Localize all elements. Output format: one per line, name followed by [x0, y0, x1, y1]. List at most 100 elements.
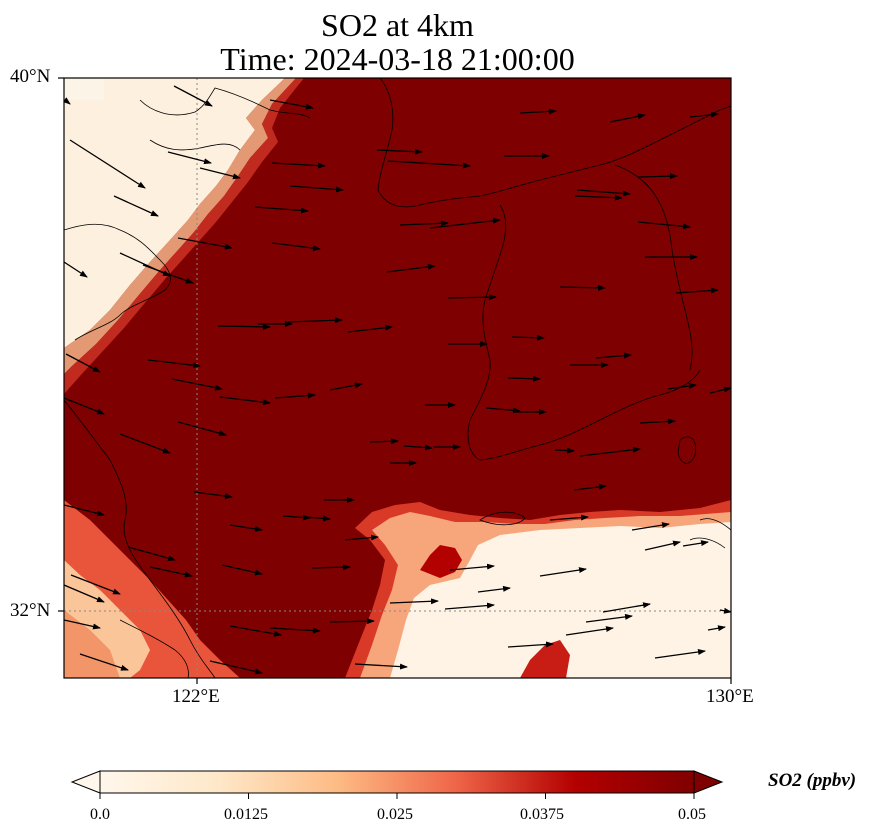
wind-vector: [631, 522, 670, 531]
colorbar-gradient: [100, 771, 694, 793]
lon-tick-122e: 122°E: [172, 686, 220, 707]
wind-vector: [477, 585, 511, 593]
wind-vector: [177, 237, 233, 250]
wind-vectors: [64, 85, 731, 675]
wind-vector: [271, 162, 326, 169]
colorbar-tick-2: 0.025: [377, 806, 413, 823]
so2-field-corner: [64, 78, 104, 100]
wind-vector: [217, 323, 271, 330]
wind-vector: [70, 574, 121, 595]
wind-vector: [585, 613, 633, 623]
wind-vector: [444, 602, 495, 610]
wind-vector: [354, 663, 408, 670]
wind-vector: [399, 220, 449, 227]
lat-tick-40n: 40°N: [10, 66, 51, 87]
wind-vector: [639, 418, 676, 425]
wind-vector: [573, 483, 607, 491]
wind-vector: [269, 627, 321, 634]
colorbar-tick-0: 0.0: [90, 806, 110, 823]
wind-vector: [707, 625, 726, 632]
wind-vector: [654, 648, 706, 659]
wind-vector: [219, 396, 271, 406]
wind-vector: [429, 217, 501, 229]
wind-vector: [387, 160, 471, 169]
wind-vector: [64, 97, 71, 105]
wind-vector: [69, 139, 146, 189]
wind-vector: [329, 382, 363, 391]
wind-vector: [609, 113, 646, 123]
wind-vector: [167, 151, 212, 165]
gridlines: [64, 78, 731, 678]
map-area: [64, 78, 731, 678]
wind-vector: [347, 324, 393, 333]
colorbar-tick-1: 0.0125: [224, 806, 268, 823]
colorbar-min-extend: [70, 770, 101, 794]
wind-vector: [287, 317, 343, 324]
so2-field-southeast-low: [390, 522, 731, 678]
wind-vector: [193, 491, 233, 500]
wind-vector: [171, 378, 223, 391]
wind-vector: [344, 534, 379, 541]
wind-vector: [142, 264, 194, 284]
so2-gradient-northwest: [64, 78, 296, 374]
colorbar-tick-4: 0.05: [678, 806, 706, 823]
wind-vector: [565, 626, 614, 636]
map-time: Time: 2024-03-18 21:00:00: [220, 41, 575, 77]
wind-vector: [113, 195, 159, 217]
wind-vector: [449, 563, 495, 571]
wind-vector: [369, 438, 399, 445]
colorbar-max-extend: [693, 770, 724, 794]
wind-vector: [386, 263, 436, 273]
wind-vector: [305, 515, 331, 522]
wind-vector: [637, 173, 678, 180]
lat-tick-32n: 32°N: [10, 600, 51, 621]
so2-gradient-northwest-inner: [64, 78, 304, 394]
wind-vector: [177, 421, 227, 437]
wind-vector: [79, 653, 129, 671]
map-frame: [63, 77, 732, 679]
wind-vector: [447, 294, 497, 301]
wind-vector: [127, 546, 176, 562]
wind-vector: [64, 397, 105, 415]
wind-vector: [675, 287, 719, 294]
wind-vector: [485, 407, 521, 414]
wind-vector: [64, 261, 88, 278]
wind-vector: [507, 641, 554, 648]
wind-vector: [64, 504, 105, 517]
wind-vector: [147, 359, 201, 369]
wind-vector: [667, 383, 697, 390]
wind-vector: [511, 334, 545, 341]
wind-vector: [199, 167, 241, 180]
so2-field-southwest-mid: [64, 610, 120, 678]
wind-vector: [539, 567, 587, 577]
wind-vector: [311, 564, 351, 571]
wind-vector: [554, 447, 575, 454]
wind-vector: [119, 433, 171, 454]
wind-vector: [209, 660, 263, 675]
wind-vector: [519, 108, 557, 115]
wind-vector: [595, 352, 632, 359]
map-title: SO2 at 4km: [321, 7, 474, 43]
wind-vector: [329, 618, 375, 625]
lon-tick-130e: 130°E: [706, 686, 754, 707]
colorbar-label: SO2 (ppbv): [768, 770, 857, 791]
colorbar-tick-3: 0.0375: [520, 806, 564, 823]
wind-vector: [271, 242, 321, 252]
wind-vector: [549, 514, 589, 521]
wind-vector: [507, 375, 541, 382]
wind-vector: [403, 444, 433, 451]
so2-hotspot-southeast: [520, 640, 570, 678]
wind-vector: [719, 607, 731, 614]
so2-field-low-northwest: [64, 78, 285, 348]
wind-vector: [173, 85, 213, 107]
wind-vector: [274, 392, 316, 399]
colorbar: [70, 770, 724, 799]
wind-vector: [574, 194, 623, 201]
wind-vector: [289, 185, 344, 193]
wind-vector: [149, 566, 193, 578]
wind-vector: [65, 353, 101, 373]
wind-vector: [229, 524, 263, 532]
wind-vector: [254, 206, 309, 214]
wind-vector: [689, 111, 719, 118]
